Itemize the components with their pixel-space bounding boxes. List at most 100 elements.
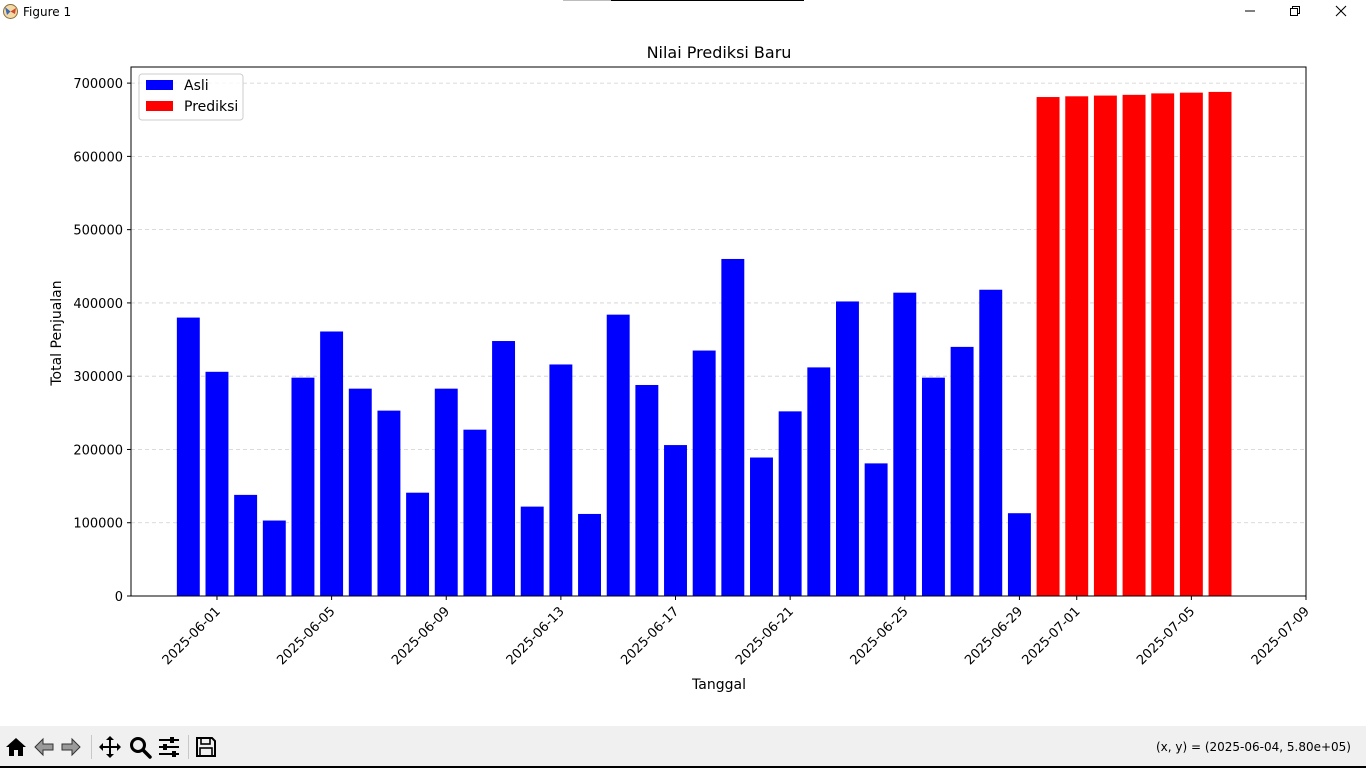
plot-frame — [130, 66, 1307, 597]
y-tick-label: 100000 — [73, 517, 123, 532]
x-tick-label: 2025-06-01 — [160, 604, 224, 668]
bar-asli — [492, 341, 516, 596]
bar-asli — [778, 411, 802, 596]
y-axis: 0 100000 200000 300000 400000 500000 600000 700… — [73, 77, 131, 605]
toolbar-separator — [188, 735, 189, 759]
restore-icon — [1290, 6, 1300, 16]
taskbar-indicator-active — [611, 0, 804, 1]
bar-prediksi — [1036, 97, 1060, 597]
bar-prediksi — [1093, 95, 1117, 596]
restore-button[interactable] — [1272, 0, 1318, 22]
bars — [176, 91, 1232, 597]
bar-asli — [549, 364, 573, 596]
x-tick-label: 2025-06-09 — [389, 604, 453, 668]
taskbar-indicator — [563, 0, 611, 1]
close-icon — [1335, 5, 1347, 17]
back-icon — [34, 737, 54, 757]
y-tick-label: 500000 — [73, 224, 123, 239]
zoom-button[interactable] — [127, 734, 153, 760]
bar-asli — [262, 520, 286, 596]
bar-prediksi — [1151, 93, 1175, 596]
pan-icon — [99, 736, 121, 758]
minimize-button[interactable] — [1227, 0, 1273, 22]
y-tick-label: 0 — [115, 590, 123, 605]
pan-button[interactable] — [97, 734, 123, 760]
legend-label-prediksi: Prediksi — [184, 99, 238, 115]
bar-asli — [893, 292, 917, 596]
bar-asli — [205, 371, 229, 596]
legend-label-asli: Asli — [184, 78, 209, 94]
forward-button[interactable] — [58, 734, 84, 760]
bar-asli — [320, 331, 344, 596]
y-axis-label: Total Penjualan — [49, 280, 65, 386]
minimize-icon — [1245, 10, 1255, 12]
bar-asli — [520, 506, 544, 596]
x-tick-label: 2025-07-09 — [1249, 604, 1313, 668]
bar-asli — [979, 289, 1003, 596]
legend-swatch-prediksi — [146, 101, 173, 111]
bar-asli — [606, 314, 630, 596]
y-tick-label: 700000 — [73, 77, 123, 92]
back-button[interactable] — [31, 734, 57, 760]
bar-asli — [291, 377, 315, 596]
x-tick-label: 2025-07-01 — [1020, 604, 1084, 668]
bar-asli — [864, 463, 888, 596]
y-tick-label: 400000 — [73, 297, 123, 312]
bar-asli — [176, 317, 200, 596]
x-tick-label: 2025-06-13 — [504, 604, 568, 668]
x-tick-label: 2025-06-05 — [274, 604, 338, 668]
bar-asli — [721, 258, 745, 596]
x-tick-label: 2025-06-29 — [962, 604, 1026, 668]
x-tick-label: 2025-06-21 — [733, 604, 797, 668]
configure-subplots-button[interactable] — [156, 734, 182, 760]
forward-icon — [61, 737, 81, 757]
x-axis-label: Tanggal — [691, 677, 746, 693]
bar-prediksi — [1179, 92, 1203, 596]
y-tick-label: 200000 — [73, 443, 123, 458]
bar-asli — [664, 445, 687, 596]
save-button[interactable] — [193, 734, 219, 760]
bar-asli — [406, 492, 430, 596]
bar-chart: 0 100000 200000 300000 400000 500000 600000 700… — [49, 43, 1313, 693]
bar-asli — [921, 377, 945, 596]
close-button[interactable] — [1318, 0, 1364, 22]
save-icon — [196, 737, 216, 757]
bar-asli — [635, 384, 659, 596]
bar-asli — [807, 367, 831, 596]
navigation-toolbar: (x, y) = (2025-06-04, 5.80e+05) — [0, 726, 1366, 768]
chart-title: Nilai Prediksi Baru — [647, 43, 792, 62]
legend: Asli Prediksi — [138, 73, 244, 121]
configure-subplots-icon — [159, 737, 179, 757]
home-button[interactable] — [3, 734, 29, 760]
y-tick-label: 300000 — [73, 370, 123, 385]
bar-asli — [692, 350, 716, 596]
window-title: Figure 1 — [23, 5, 72, 19]
y-tick-label: 600000 — [73, 150, 123, 165]
toolbar-separator — [91, 735, 92, 759]
legend-swatch-asli — [146, 80, 173, 90]
home-icon — [6, 738, 26, 756]
bar-asli — [463, 429, 487, 596]
bar-asli — [348, 388, 372, 596]
x-axis: 2025-06-01 2025-06-05 2025-06-09 2025-06-13… — [160, 596, 1313, 668]
bar-asli — [434, 388, 458, 596]
window-bottom-border — [0, 766, 1366, 768]
bar-prediksi — [1122, 94, 1146, 596]
bar-asli — [950, 346, 974, 596]
bar-prediksi — [1208, 91, 1232, 597]
cursor-coordinate-readout: (x, y) = (2025-06-04, 5.80e+05) — [1155, 740, 1351, 754]
zoom-icon — [130, 737, 152, 759]
window-titlebar: Figure 1 — [0, 0, 1366, 24]
figure-canvas[interactable]: 0 100000 200000 300000 400000 500000 600000 700… — [0, 24, 1366, 726]
matplotlib-app-icon — [3, 4, 18, 19]
x-tick-label: 2025-06-25 — [848, 604, 912, 668]
bar-asli — [1007, 513, 1031, 596]
bar-prediksi — [1065, 96, 1089, 596]
bar-asli — [377, 410, 401, 596]
bar-asli — [578, 513, 601, 596]
x-tick-label: 2025-06-17 — [618, 604, 682, 668]
bar-asli — [750, 457, 773, 596]
x-tick-label: 2025-07-05 — [1134, 604, 1198, 668]
bar-asli — [836, 301, 859, 596]
bar-asli — [234, 494, 258, 596]
